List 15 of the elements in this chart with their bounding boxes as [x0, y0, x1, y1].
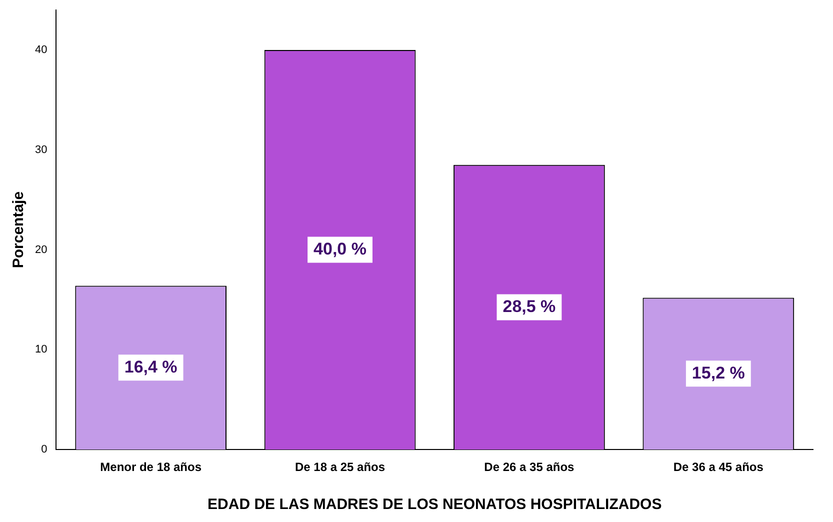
y-tick-label: 0 — [41, 444, 48, 456]
y-tick-label: 10 — [34, 344, 48, 356]
data-label: 16,4 % — [124, 357, 178, 376]
x-tick-label: Menor de 18 años — [100, 460, 202, 474]
y-tick-label: 40 — [34, 44, 48, 56]
x-tick-label: De 26 a 35 años — [484, 460, 575, 474]
data-label: 28,5 % — [502, 296, 556, 316]
data-label: 15,2 % — [692, 363, 745, 382]
y-axis-title: Porcentaje — [10, 191, 28, 268]
data-label: 40,0 % — [314, 239, 366, 258]
x-tick-label: De 18 a 25 años — [294, 460, 386, 474]
x-axis-title: EDAD DE LAS MADRES DE LOS NEONATOS HOSPITALIZADOS — [208, 496, 662, 514]
y-tick-label: 30 — [34, 144, 48, 156]
x-tick-label: De 36 a 45 años — [673, 460, 764, 474]
y-tick-label: 20 — [34, 244, 48, 256]
